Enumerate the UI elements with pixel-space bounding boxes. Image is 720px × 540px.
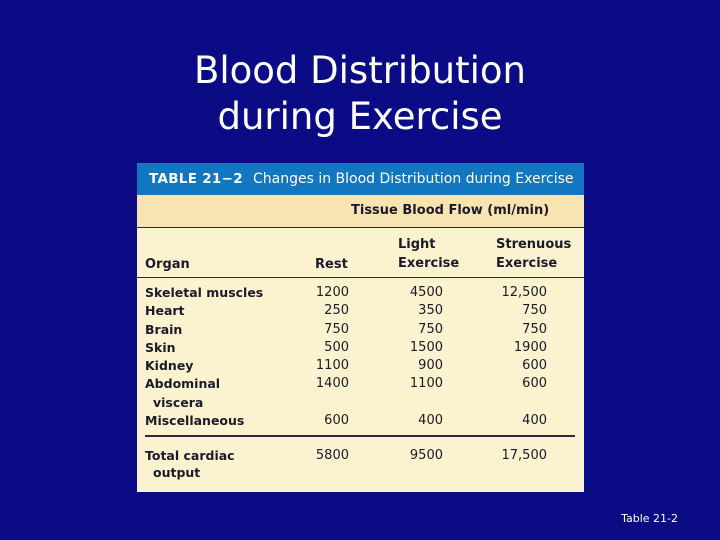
table-number: TABLE 21−2 <box>149 171 243 187</box>
table-cell-light: 1500 <box>409 339 443 355</box>
total-cell-strenuous: 17,500 <box>501 448 548 463</box>
column-header-rest: Rest <box>315 255 348 274</box>
table-header-bar: TABLE 21−2 Changes in Blood Distribution… <box>137 163 584 195</box>
table-row-organ: Skin <box>145 339 176 355</box>
table-cell-strenuous: 600 <box>522 376 547 392</box>
slide-title-line-2: during Exercise <box>217 95 503 138</box>
table-cell-strenuous: 600 <box>522 358 547 374</box>
table-cell-light: 1100 <box>409 376 443 392</box>
table-cell-rest: 1200 <box>315 285 349 300</box>
row-spacer <box>391 394 443 412</box>
table-row-organ: Skeletal muscles <box>145 285 264 300</box>
column-header-strenuous: Strenuous Exercise <box>496 235 571 273</box>
table-row-organ: Kidney <box>145 358 194 374</box>
table-cell-light: 750 <box>418 321 443 337</box>
table-row-organ: Abdominal <box>145 376 221 392</box>
blood-distribution-table: TABLE 21−2 Changes in Blood Distribution… <box>137 163 584 492</box>
slide-title: Blood Distribution during Exercise <box>0 48 720 140</box>
light-exercise-column: 4500 350 750 1500 900 1100 400 <box>391 284 443 430</box>
column-header-strenuous-line-2: Exercise <box>496 256 558 271</box>
organ-column: Skeletal muscles Heart Brain Skin Kidney… <box>145 284 263 430</box>
slide-footer-reference: Table 21-2 <box>621 512 678 525</box>
table-cell-rest: 250 <box>324 303 349 319</box>
table-row-organ: Miscellaneous <box>145 413 245 429</box>
row-spacer <box>297 394 349 412</box>
table-cell-strenuous: 750 <box>522 321 547 337</box>
row-spacer <box>487 394 547 412</box>
table-cell-rest: 600 <box>324 413 349 429</box>
table-cell-light: 900 <box>418 358 443 374</box>
table-cell-light: 350 <box>418 303 443 319</box>
table-row-organ: Heart <box>145 303 185 319</box>
table-cell-light: 400 <box>418 413 443 429</box>
table-cell-rest: 1400 <box>315 376 349 392</box>
column-header-organ: Organ <box>145 255 190 274</box>
total-row-label: Total cardiac output <box>145 447 235 481</box>
group-header-label: Tissue Blood Flow (ml/min) <box>351 203 550 218</box>
table-cell-rest: 1100 <box>315 358 349 374</box>
table-cell-light: 4500 <box>409 285 443 300</box>
table-cell-rest: 500 <box>324 339 349 355</box>
column-header-light-line-1: Light <box>398 237 436 252</box>
group-header-band <box>137 195 584 227</box>
column-header-light: Light Exercise <box>398 235 459 273</box>
rest-column: 1200 250 750 500 1100 1400 600 <box>297 284 349 430</box>
table-cell-strenuous: 1900 <box>513 339 547 355</box>
total-label-line-1: Total cardiac <box>145 448 235 463</box>
column-header-divider <box>137 277 584 278</box>
total-cell-light: 9500 <box>409 448 443 463</box>
total-cell-rest: 5800 <box>315 448 349 463</box>
column-header-organ-text: Organ <box>145 257 190 272</box>
total-label-line-2: output <box>153 465 201 480</box>
table-cell-strenuous: 400 <box>522 413 547 429</box>
table-cell-strenuous: 12,500 <box>501 285 548 300</box>
table-cell-rest: 750 <box>324 321 349 337</box>
slide-title-line-1: Blood Distribution <box>193 49 527 92</box>
table-row-organ-line-2: viscera <box>153 394 204 410</box>
table-caption: Changes in Blood Distribution during Exe… <box>253 171 574 187</box>
header-divider <box>137 227 584 228</box>
column-header-rest-text: Rest <box>315 257 348 272</box>
total-divider <box>145 435 575 437</box>
strenuous-exercise-column: 12,500 750 750 1900 600 600 400 <box>487 284 548 430</box>
table-cell-strenuous: 750 <box>522 303 547 319</box>
table-row-organ: Brain <box>145 321 183 337</box>
column-header-light-line-2: Exercise <box>398 256 460 271</box>
column-header-strenuous-line-1: Strenuous <box>496 237 572 252</box>
